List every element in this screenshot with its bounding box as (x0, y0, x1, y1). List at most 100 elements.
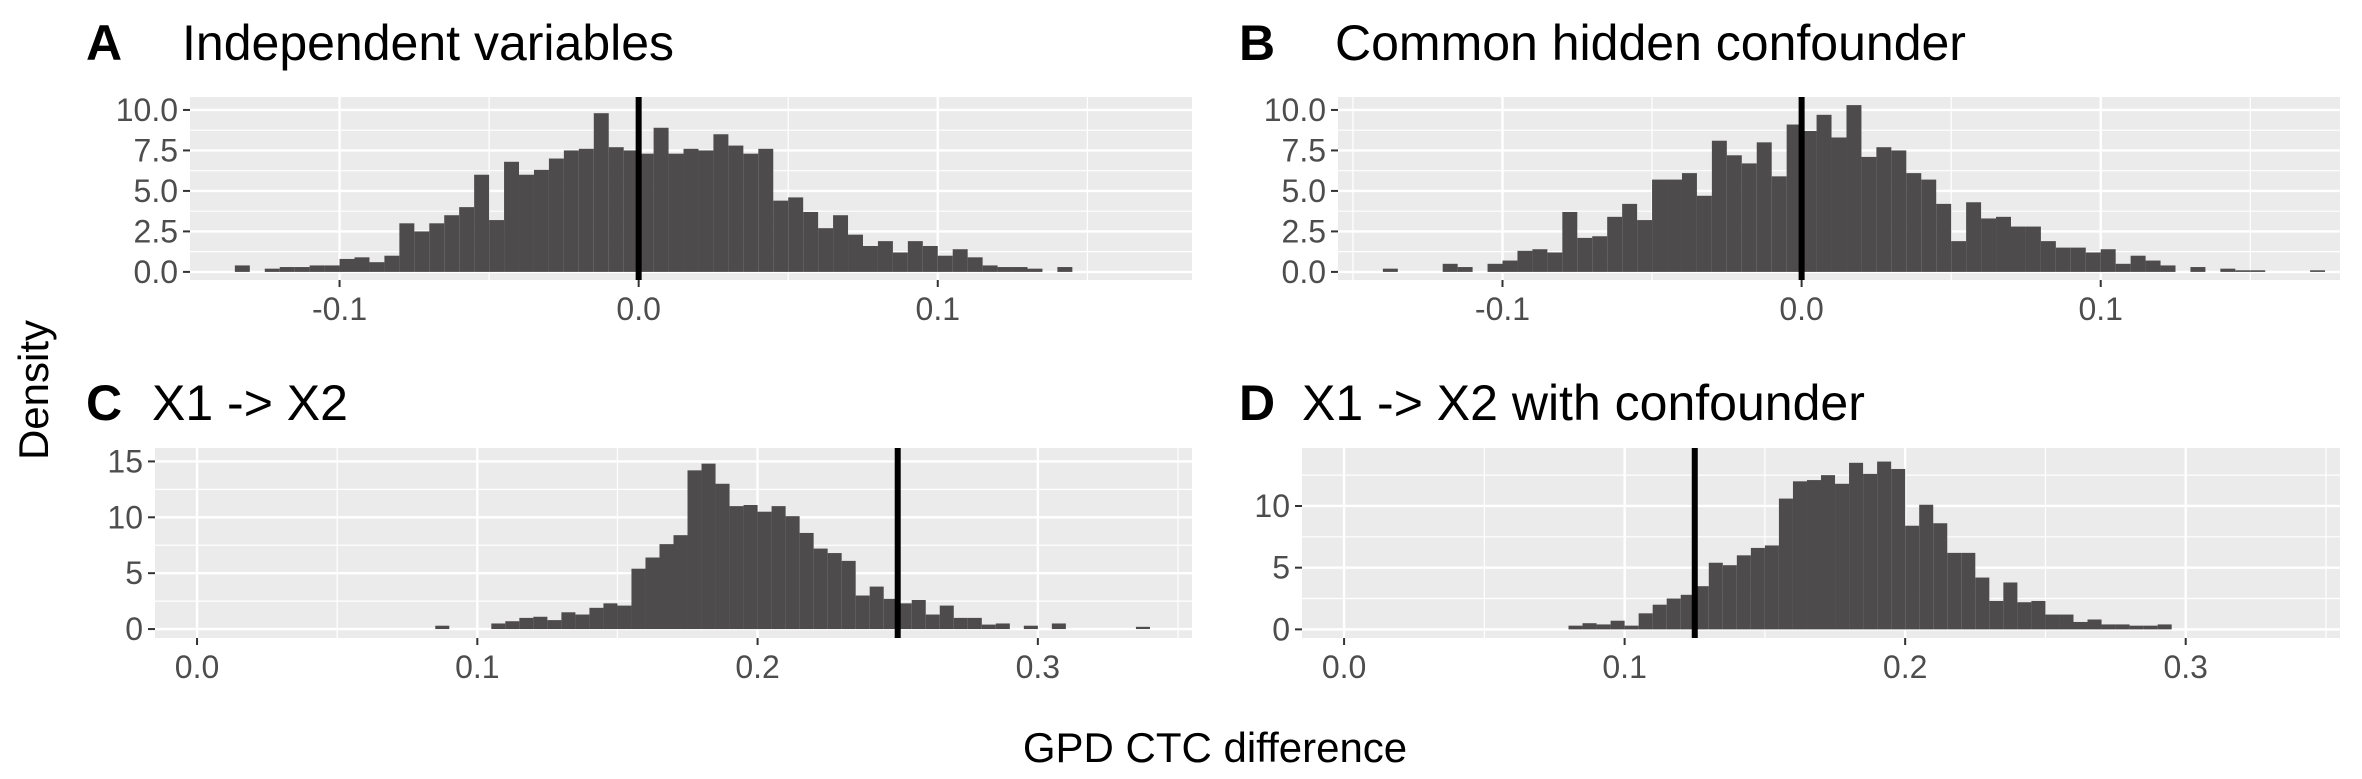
histogram-bar (1750, 547, 1765, 630)
histogram-bar (757, 511, 772, 630)
histogram-bar (1051, 623, 1066, 630)
x-axis-title: GPD CTC difference (1023, 724, 1407, 771)
histogram-bar (1532, 249, 1548, 272)
x-tick-label: 0.0 (1779, 291, 1823, 327)
panel-a: A Independent variables -0.1 0.0 0.1 0.0 2.… (86, 15, 1192, 327)
histogram-bar (911, 600, 926, 630)
histogram-bar (952, 249, 968, 272)
x-tick-label: 0.3 (1016, 649, 1060, 685)
histogram-bar (1764, 545, 1779, 630)
histogram-bar (2145, 260, 2161, 272)
histogram-bar (758, 148, 774, 272)
histogram-bar (2220, 268, 2236, 272)
histogram-bar (997, 267, 1013, 272)
histogram-bar (848, 234, 863, 272)
x-tick-label: 0.2 (1883, 649, 1927, 685)
histogram-bar (2017, 602, 2032, 630)
histogram-bar (1057, 267, 1073, 272)
histogram-bar (505, 621, 520, 630)
histogram-bar (1816, 114, 1832, 272)
x-tick-label: 0.0 (616, 291, 660, 327)
histogram-bar (2073, 621, 2088, 630)
histogram-bar (1638, 613, 1653, 630)
histogram-bar (1906, 173, 1922, 272)
histogram-bar (799, 532, 814, 630)
y-tick-label: 2.5 (1282, 213, 1326, 249)
panel-c-title: X1 -> X2 (152, 375, 348, 431)
histogram-bar (593, 113, 609, 272)
histogram-bar (563, 150, 579, 272)
histogram-bar (2010, 226, 2026, 272)
panel-a-x-ticks: -0.1 0.0 0.1 (312, 280, 960, 327)
y-tick-label: 0 (125, 611, 143, 647)
histogram-bar (603, 603, 618, 630)
histogram-bar (673, 535, 688, 630)
histogram-bar (1989, 600, 2004, 630)
histogram-bar (1801, 131, 1817, 272)
histogram-bar (234, 265, 250, 272)
histogram-bar (981, 624, 996, 630)
histogram-bar (1442, 263, 1458, 272)
histogram-bar (264, 268, 280, 272)
histogram-bar (2040, 241, 2056, 272)
histogram-bar (324, 265, 340, 272)
histogram-bar (491, 623, 506, 630)
histogram-bar (728, 145, 744, 272)
histogram-bar (369, 262, 385, 272)
histogram-bar (713, 134, 729, 272)
histogram-bar (1502, 260, 1518, 272)
histogram-bar (2115, 263, 2131, 272)
histogram-bar (1786, 124, 1802, 272)
panel-d-letter: D (1239, 375, 1275, 431)
histogram-bar (354, 257, 370, 272)
histogram-bar (1905, 525, 1920, 630)
y-tick-label: 7.5 (1282, 132, 1326, 168)
histogram-bar (459, 207, 475, 272)
histogram-bar (533, 616, 548, 630)
y-tick-label: 7.5 (134, 132, 178, 168)
histogram-bar (1708, 562, 1723, 630)
histogram-bar (1487, 263, 1503, 272)
histogram-bar (1652, 179, 1668, 272)
histogram-bar (548, 158, 564, 272)
histogram-bar (1517, 250, 1533, 272)
panel-b-bars (1382, 105, 2326, 272)
x-tick-label: 0.0 (1322, 649, 1366, 685)
histogram-bar (1577, 237, 1593, 272)
histogram-bar (827, 553, 842, 630)
y-tick-label: 10.0 (1264, 92, 1326, 128)
histogram-bar (2250, 270, 2266, 272)
histogram-bar (1457, 267, 1473, 272)
histogram-bar (659, 544, 674, 630)
histogram-bar (818, 228, 834, 272)
histogram-bar (1891, 150, 1907, 272)
x-tick-label: 0.1 (916, 291, 960, 327)
histogram-bar (547, 620, 562, 630)
histogram-bar (2130, 255, 2146, 272)
x-tick-label: -0.1 (1475, 291, 1530, 327)
histogram-bar (897, 603, 912, 630)
histogram-bar (474, 174, 490, 272)
x-tick-label: 0.1 (455, 649, 499, 685)
x-tick-label: 0.0 (175, 649, 219, 685)
histogram-bar (1726, 155, 1742, 272)
histogram-bar (883, 598, 898, 630)
histogram-bar (922, 245, 938, 272)
y-tick-label: 0 (1272, 611, 1290, 647)
panel-b-letter: B (1239, 15, 1275, 71)
histogram-bar (773, 200, 789, 272)
histogram-bar (444, 215, 460, 272)
histogram-bar (1921, 179, 1937, 272)
histogram-bar (1607, 216, 1623, 272)
histogram-bar (698, 150, 714, 272)
histogram-bar (1806, 480, 1821, 630)
panel-b: B Common hidden confounder -0.1 0.0 0.1 0.… (1239, 15, 2340, 327)
histogram-bar (2087, 619, 2102, 630)
histogram-bar (953, 617, 968, 630)
histogram-bar (833, 215, 849, 272)
histogram-bar (2190, 267, 2206, 272)
histogram-bar (1135, 626, 1150, 630)
histogram-bar (1846, 105, 1862, 272)
histogram-bar (504, 161, 520, 272)
histogram-bar (2003, 582, 2018, 630)
